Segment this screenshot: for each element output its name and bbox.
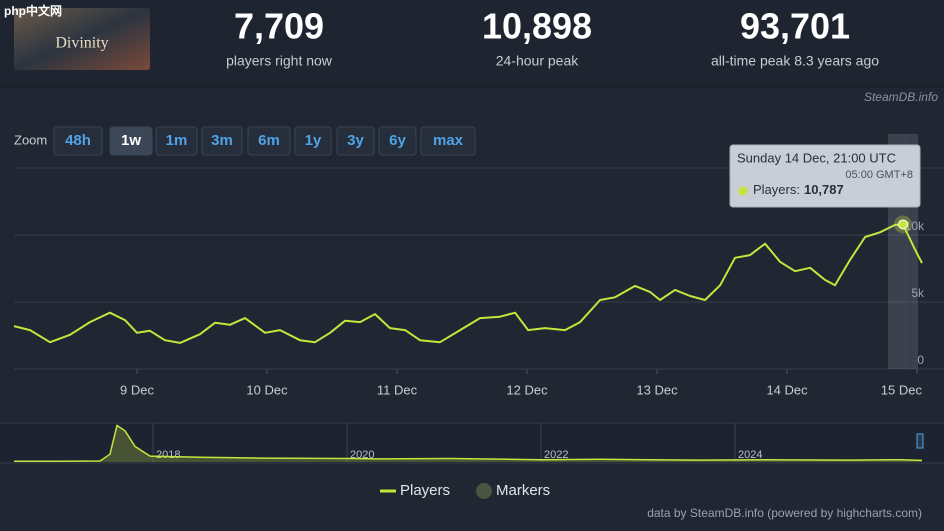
navigator-tick-label: 2022 [544, 449, 568, 461]
zoom-label: Zoom [14, 132, 47, 147]
stat-label: all-time peak 8.3 years ago [711, 53, 879, 69]
site-label: SteamDB.info [864, 90, 938, 104]
stat-label: 24-hour peak [496, 53, 580, 69]
series-line [13, 223, 923, 344]
credits: data by SteamDB.info (powered by highcha… [647, 506, 922, 520]
tooltip-local-time: 05:00 GMT+8 [845, 169, 913, 181]
legend-label[interactable]: Markers [496, 482, 550, 499]
stat-value: 10,898 [482, 6, 592, 47]
game-image-text: Divinity [55, 35, 108, 52]
zoom-button-label[interactable]: 1w [121, 132, 141, 149]
hover-point [898, 219, 909, 230]
zoom-button[interactable] [155, 126, 198, 156]
zoom-button[interactable] [336, 126, 375, 156]
navigator-tick-label: 2024 [738, 449, 762, 461]
tooltip-box [729, 144, 921, 208]
stat-value: 93,701 [740, 6, 850, 47]
game-image: Divinity [14, 8, 150, 70]
y-tick-label: 0 [917, 353, 924, 367]
zoom-button-label[interactable]: 1m [166, 132, 188, 149]
tooltip-date: Sunday 14 Dec, 21:00 UTC [737, 150, 896, 165]
zoom-button[interactable] [247, 126, 291, 156]
legend-label[interactable]: Players [400, 482, 450, 499]
x-tick-label: 12 Dec [506, 382, 548, 397]
stat-value: 7,709 [234, 6, 324, 47]
tooltip-value: 10,787 [804, 182, 844, 197]
header-bar [0, 0, 944, 84]
zoom-button[interactable] [420, 126, 476, 156]
legend-symbol [476, 483, 492, 499]
zoom-button[interactable] [53, 126, 103, 156]
x-tick-label: 14 Dec [766, 382, 808, 397]
zoom-button[interactable] [201, 126, 243, 156]
navigator-tick-label: 2018 [156, 449, 180, 461]
y-tick-label: 5k [911, 286, 925, 300]
plot: 0 5k 10k 9 Dec 10 Dec 11 Dec 12 Dec 13 Dec 14 De… [0, 133, 944, 464]
zoom-button-label[interactable]: max [433, 132, 464, 149]
zoom-button-label[interactable]: 1y [305, 132, 322, 149]
zoom-buttons: 48h 1w 1m 3m 6m 1y 3y 6y max [53, 126, 476, 156]
tooltip-symbol [738, 186, 748, 196]
zoom-button-label[interactable]: 48h [65, 132, 91, 149]
x-tick-label: 9 Dec [120, 382, 154, 397]
zoom-button-label[interactable]: 6m [258, 132, 280, 149]
tooltip-label: Players: 10,787 [753, 182, 844, 197]
navigator-handle[interactable] [916, 433, 924, 449]
zoom-button-label[interactable]: 3m [211, 132, 233, 149]
zoom-button[interactable] [378, 126, 417, 156]
x-tick-label: 11 Dec [377, 382, 418, 397]
zoom-button[interactable] [109, 126, 153, 156]
stat-label: players right now [226, 53, 333, 69]
zoom-button-label[interactable]: 3y [347, 132, 364, 149]
zoom-button-label[interactable]: 6y [389, 132, 406, 149]
x-tick-label: 10 Dec [246, 382, 288, 397]
zoom-button[interactable] [294, 126, 332, 156]
tooltip-series-label: Players: [753, 182, 800, 197]
x-tick-label: 15 Dec [881, 382, 923, 397]
y-tick-label: 10k [905, 219, 925, 233]
watermark: php中文网 [4, 3, 62, 18]
navigator-line [14, 424, 923, 462]
x-tick-label: 13 Dec [636, 382, 678, 397]
